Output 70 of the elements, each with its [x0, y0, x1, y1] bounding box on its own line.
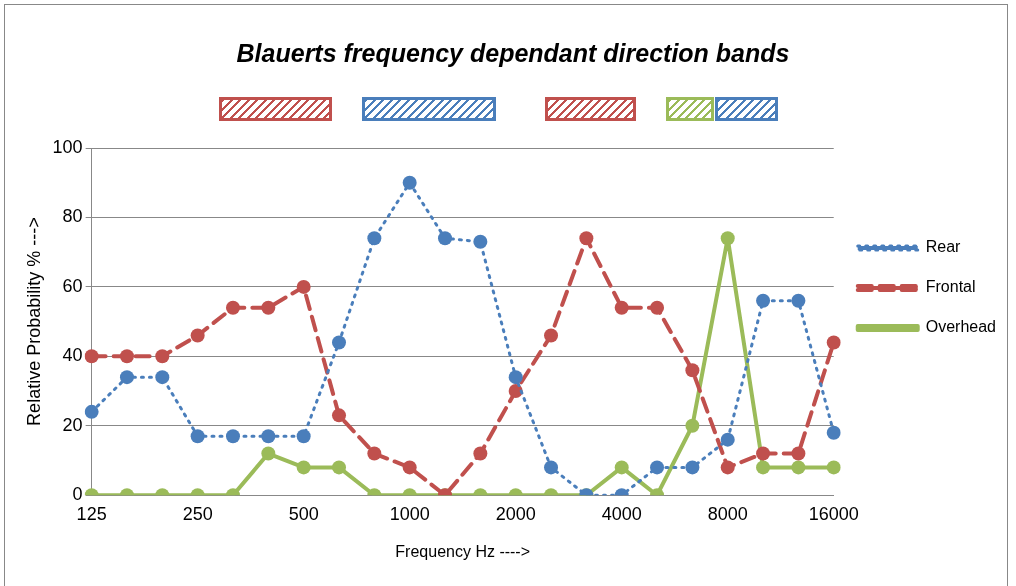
point — [438, 231, 453, 246]
point — [826, 425, 841, 440]
point — [119, 349, 134, 364]
y-tick-label: 80 — [62, 206, 83, 227]
point — [826, 460, 841, 475]
point — [402, 175, 417, 190]
point — [791, 293, 806, 308]
x-axis-title: Frequency Hz ----> — [395, 542, 531, 560]
point — [225, 429, 240, 444]
point — [402, 460, 417, 475]
point — [367, 446, 382, 461]
point — [473, 446, 488, 461]
point — [544, 460, 559, 475]
point — [685, 460, 700, 475]
point — [614, 460, 629, 475]
y-tick-label: 60 — [62, 275, 83, 296]
point — [579, 231, 594, 246]
legend-label: Overhead — [925, 318, 996, 336]
point — [791, 460, 806, 475]
point — [650, 300, 665, 315]
x-tick-label: 2000 — [495, 503, 536, 524]
point — [155, 370, 170, 385]
point — [756, 293, 771, 308]
point — [508, 384, 523, 399]
x-tick-label: 8000 — [707, 503, 748, 524]
point — [84, 404, 99, 419]
x-tick-label: 4000 — [601, 503, 642, 524]
point — [190, 328, 205, 343]
point — [261, 300, 276, 315]
point — [720, 432, 735, 447]
point — [614, 300, 629, 315]
point — [720, 460, 735, 475]
y-axis-title: Relative Probability % ---> — [23, 217, 44, 426]
legend-label: Rear — [925, 238, 962, 256]
point — [332, 408, 346, 423]
legend-label: Frontal — [925, 278, 976, 296]
point — [84, 349, 99, 364]
x-tick-label: 125 — [76, 503, 107, 524]
point — [225, 300, 240, 315]
y-tick-label: 0 — [72, 484, 83, 505]
y-tick-label: 100 — [52, 136, 83, 157]
point — [296, 279, 311, 294]
x-tick-label: 16000 — [808, 503, 859, 524]
point — [685, 418, 700, 433]
chart-title: Blauerts frequency dependant direction bands — [236, 38, 790, 67]
point — [791, 446, 806, 461]
point — [367, 231, 382, 246]
point — [544, 328, 559, 343]
y-tick-label: 40 — [62, 345, 83, 366]
point — [261, 446, 276, 461]
y-tick-label: 20 — [62, 414, 83, 435]
point — [473, 234, 488, 249]
point — [685, 363, 700, 378]
point — [296, 460, 311, 475]
point — [190, 429, 205, 444]
x-tick-label: 500 — [288, 503, 319, 524]
point — [756, 446, 771, 461]
point — [826, 335, 841, 350]
point — [296, 429, 311, 444]
x-tick-label: 1000 — [389, 503, 430, 524]
x-tick-label: 250 — [182, 503, 213, 524]
point — [261, 429, 276, 444]
point — [508, 370, 523, 385]
point — [332, 335, 346, 350]
point — [119, 370, 134, 385]
point — [332, 460, 346, 475]
point — [720, 231, 735, 246]
point — [756, 460, 771, 475]
point — [650, 460, 665, 475]
point — [155, 349, 170, 364]
